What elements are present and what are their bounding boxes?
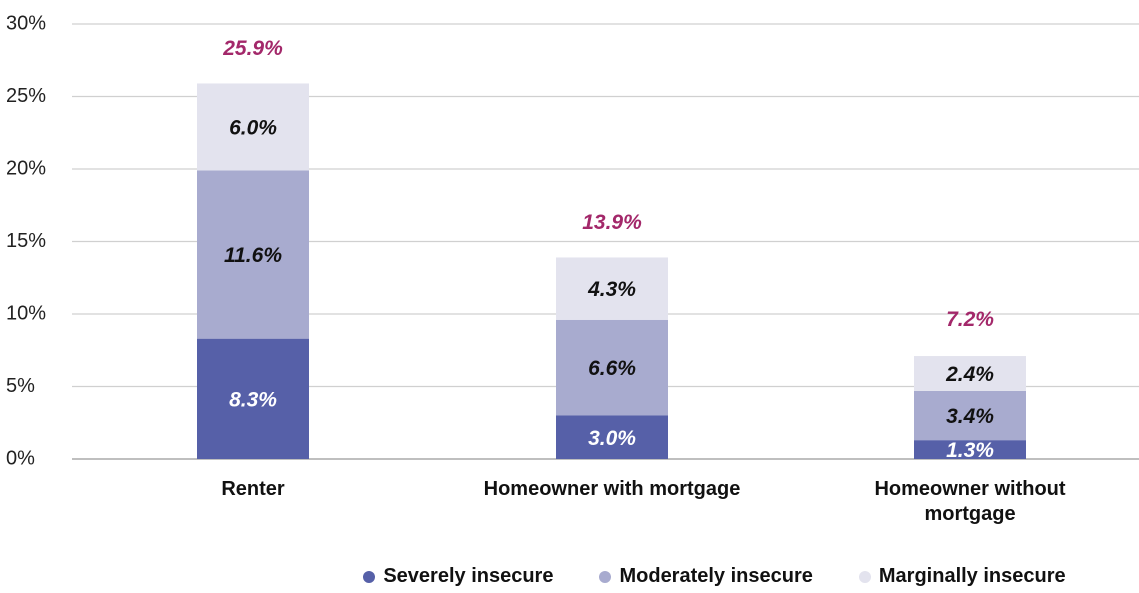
bar-segment: [197, 338, 309, 459]
legend-item: Severely insecure: [363, 565, 553, 588]
y-tick-label: 30%: [6, 12, 46, 34]
bar-segment: [556, 319, 668, 416]
legend-swatch: [599, 570, 612, 583]
total-label: 7.2%: [946, 308, 994, 331]
x-tick-label: Homeowner without mortgage: [874, 478, 1066, 525]
total-label: 13.9%: [582, 211, 642, 234]
bar-segment: [197, 83, 309, 171]
y-tick-label: 25%: [6, 85, 46, 107]
legend-label: Marginally insecure: [878, 565, 1066, 587]
legend-item: Marginally insecure: [858, 565, 1066, 588]
bar-segment: [914, 356, 1026, 391]
data-label: 6.0%: [229, 116, 277, 139]
total-label: 25.9%: [222, 37, 283, 60]
data-label: 6.6%: [588, 357, 636, 380]
y-tick-label: 10%: [6, 302, 46, 324]
data-label: 3.0%: [588, 427, 636, 450]
legend-item: Moderately insecure: [599, 565, 813, 588]
data-label: 2.4%: [945, 363, 994, 386]
data-label: 3.4%: [946, 405, 994, 428]
data-label: 1.3%: [946, 439, 994, 462]
bar-segment: [197, 170, 309, 339]
y-tick-label: 20%: [6, 157, 46, 179]
legend: Severely insecure Moderately insecure Marg…: [0, 565, 1139, 588]
data-label: 8.3%: [229, 388, 277, 411]
bar-segment: [914, 390, 1026, 441]
x-tick-label: Homeowner with mortgage: [483, 478, 741, 500]
y-tick-label: 5%: [6, 375, 35, 397]
y-tick-label: 15%: [6, 230, 46, 252]
legend-label: Severely insecure: [383, 565, 554, 587]
bar-segment: [556, 415, 668, 459]
bar-segment: [914, 440, 1026, 459]
data-label: 11.6%: [224, 244, 282, 267]
data-label: 4.3%: [587, 278, 636, 301]
legend-label: Moderately insecure: [619, 565, 813, 587]
legend-swatch: [363, 570, 376, 583]
x-tick-label: Renter: [221, 478, 285, 500]
y-tick-label: 0%: [6, 447, 35, 469]
bar-segment: [556, 257, 668, 320]
legend-swatch: [858, 570, 871, 583]
